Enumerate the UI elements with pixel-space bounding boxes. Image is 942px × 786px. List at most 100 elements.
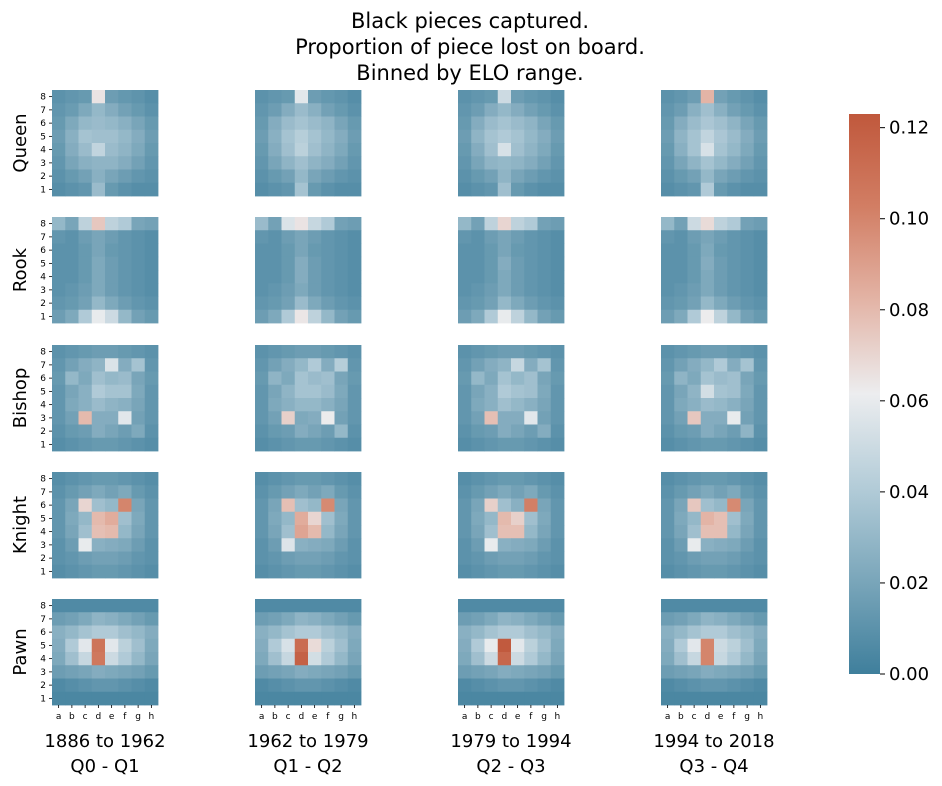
cell-g2 [740, 551, 755, 566]
cell-g1 [131, 309, 146, 324]
cell-a3 [661, 665, 675, 679]
cell-a6 [661, 116, 675, 131]
cell-e8 [105, 472, 119, 486]
cell-f7 [524, 103, 538, 117]
cell-c1 [484, 437, 499, 452]
cell-b3 [471, 665, 485, 679]
cell-b5 [674, 384, 688, 399]
cell-c3 [78, 411, 93, 425]
cell-d5 [294, 129, 309, 144]
cell-c4 [687, 143, 702, 157]
cell-c7 [484, 230, 499, 244]
cell-h6 [347, 498, 362, 513]
cell-c6 [78, 371, 93, 386]
cell-d1 [294, 691, 309, 706]
cell-c6 [687, 243, 702, 258]
cell-c2 [281, 678, 296, 693]
cell-c4 [484, 270, 499, 284]
cell-c5 [281, 638, 296, 653]
cell-h1 [144, 182, 159, 197]
cell-d1 [294, 564, 309, 579]
cell-b4 [268, 652, 282, 666]
cell-h8 [550, 345, 565, 359]
cell-c7 [484, 358, 499, 372]
cell-e4 [308, 270, 322, 284]
cell-f7 [118, 485, 132, 499]
cell-d2 [700, 296, 715, 311]
rank-label: 1 [40, 694, 46, 704]
cell-a8 [52, 217, 66, 231]
cell-c8 [281, 217, 296, 231]
cell-d7 [294, 230, 309, 244]
cell-a8 [52, 90, 66, 104]
cell-b7 [268, 103, 282, 117]
cell-b4 [674, 143, 688, 157]
cell-e2 [308, 296, 322, 311]
cell-b5 [471, 129, 485, 144]
cell-b8 [65, 90, 79, 104]
cell-a8 [255, 217, 269, 231]
cell-g8 [131, 599, 146, 613]
cell-h6 [144, 498, 159, 513]
cell-f5 [118, 129, 132, 144]
cell-a2 [661, 296, 675, 311]
cell-f7 [321, 612, 335, 626]
rank-label: 1 [40, 185, 46, 195]
cell-e4 [105, 143, 119, 157]
cell-e7 [308, 358, 322, 372]
cell-d1 [700, 437, 715, 452]
cell-c1 [78, 691, 93, 706]
cell-b8 [65, 345, 79, 359]
cell-d7 [91, 230, 106, 244]
file-label: h [758, 712, 764, 722]
cell-d6 [700, 371, 715, 386]
cell-c4 [78, 270, 93, 284]
cell-a1 [458, 309, 472, 324]
cell-e1 [511, 564, 525, 579]
cell-h6 [550, 498, 565, 513]
cell-a6 [255, 498, 269, 513]
cell-a5 [661, 384, 675, 399]
cell-b8 [674, 90, 688, 104]
cell-c4 [281, 398, 296, 412]
cell-e2 [105, 169, 119, 184]
cell-a4 [52, 143, 66, 157]
cell-a8 [661, 472, 675, 486]
cell-d6 [700, 243, 715, 258]
cell-e4 [714, 270, 728, 284]
cell-h6 [347, 625, 362, 640]
cell-f7 [118, 230, 132, 244]
cell-d8 [497, 90, 512, 104]
cell-a4 [661, 525, 675, 539]
cell-e4 [714, 398, 728, 412]
file-label: a [259, 712, 265, 722]
cell-d7 [294, 103, 309, 117]
rank-label: 8 [40, 348, 46, 358]
cell-b8 [65, 217, 79, 231]
cell-h8 [347, 472, 362, 486]
cell-g5 [131, 511, 146, 526]
cell-c6 [78, 116, 93, 131]
column-label-quantile: Q3 - Q4 [679, 756, 748, 777]
cell-g3 [334, 538, 349, 552]
heatmap-rook-3 [458, 217, 565, 324]
cell-c3 [687, 665, 702, 679]
cell-d6 [294, 371, 309, 386]
cell-g2 [131, 296, 146, 311]
cell-g5 [740, 638, 755, 653]
cell-c2 [484, 296, 499, 311]
cell-e5 [511, 256, 525, 271]
cell-d4 [497, 143, 512, 157]
cell-b3 [674, 283, 688, 297]
cell-f8 [118, 217, 132, 231]
cell-g7 [537, 612, 552, 626]
cell-d2 [497, 169, 512, 184]
cell-f4 [727, 143, 741, 157]
cell-h7 [347, 230, 362, 244]
cell-f3 [321, 283, 335, 297]
cell-g4 [537, 652, 552, 666]
cell-h4 [550, 398, 565, 412]
cell-c1 [484, 182, 499, 197]
cell-f5 [524, 256, 538, 271]
cell-a8 [52, 345, 66, 359]
